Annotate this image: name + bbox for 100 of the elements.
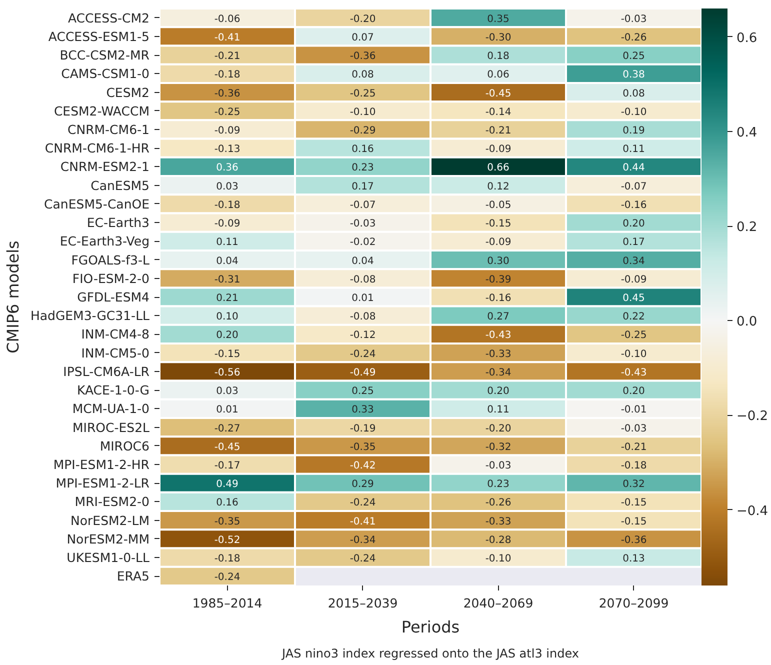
data-label: -0.24 [350, 554, 376, 565]
data-label: -0.45 [485, 88, 512, 100]
x-axis-title: Periods [401, 618, 460, 636]
data-label: -0.56 [214, 367, 240, 378]
data-label: 0.45 [622, 293, 645, 304]
y-tick-label: FGOALS-f3-L [71, 252, 150, 268]
data-label: -0.16 [620, 200, 647, 211]
data-label: -0.10 [350, 106, 376, 118]
data-label: -0.05 [485, 200, 512, 211]
data-label: 0.25 [352, 386, 374, 398]
data-label: 0.44 [622, 162, 645, 174]
data-label: -0.15 [214, 348, 240, 360]
data-label: -0.41 [350, 516, 376, 528]
data-label: -0.25 [214, 106, 240, 118]
data-label: -0.14 [485, 106, 512, 118]
color-bar-label: −0.2 [736, 409, 768, 424]
data-label: -0.33 [485, 348, 512, 360]
data-label: -0.28 [485, 534, 512, 546]
data-label: -0.21 [620, 442, 647, 453]
y-tick-label: MRI-ESM2-0 [74, 494, 150, 510]
data-label: 0.11 [487, 404, 510, 416]
data-label: 0.19 [622, 125, 645, 136]
data-label: 0.06 [487, 70, 510, 81]
y-tick-label: ACCESS-CM2 [68, 10, 150, 26]
y-tick-label: INM-CM5-0 [81, 345, 150, 360]
data-label: -0.10 [485, 554, 512, 565]
data-label: 0.20 [622, 386, 645, 398]
data-label: 0.04 [216, 256, 238, 267]
y-tick-label: CESM2-WACCM [54, 103, 150, 118]
y-tick-label: CNRM-ESM2-1 [60, 159, 150, 174]
data-label: 0.22 [622, 312, 645, 323]
x-tick-label: 2015–2039 [328, 596, 398, 610]
data-label: -0.10 [620, 106, 647, 118]
color-bar-label: 0.4 [736, 125, 758, 140]
data-label: -0.15 [620, 498, 647, 509]
data-label: -0.43 [485, 330, 512, 342]
data-label: 0.21 [216, 293, 238, 304]
data-label: -0.26 [485, 498, 512, 509]
y-tick-label: CanESM5-CanOE [44, 196, 150, 212]
data-label: -0.24 [350, 498, 376, 509]
y-tick-label: NorESM2-MM [66, 531, 150, 546]
data-label: -0.18 [620, 460, 647, 472]
data-label: 0.34 [622, 256, 645, 267]
y-tick-label: INM-CM4-8 [81, 326, 150, 342]
data-label: -0.36 [620, 534, 647, 546]
y-tick-label: KACE-1-0-G [76, 382, 150, 398]
data-label: 0.08 [622, 88, 645, 100]
data-label: -0.09 [485, 237, 512, 248]
data-label: -0.34 [485, 367, 512, 378]
text: JAS nino3 index regressed onto the JAS atl3 index [281, 646, 579, 660]
y-tick-label: EC-Earth3-Veg [60, 234, 150, 249]
data-label: 0.17 [352, 181, 374, 192]
data-label: -0.01 [620, 404, 647, 416]
data-label: -0.19 [350, 423, 376, 434]
data-label: -0.15 [485, 218, 512, 230]
y-tick-label: BCC-CSM2-MR [60, 48, 150, 63]
data-label: -0.25 [620, 330, 647, 342]
data-label: -0.16 [485, 293, 512, 304]
data-label: -0.35 [350, 442, 376, 453]
data-label: -0.06 [214, 14, 240, 25]
y-tick-label: MPI-ESM1-2-HR [53, 457, 150, 472]
data-label: 0.66 [487, 162, 510, 174]
data-label: -0.29 [350, 125, 376, 136]
data-label: -0.03 [350, 218, 376, 230]
y-tick-label: MCM-UA-1-0 [72, 401, 150, 416]
data-label: -0.21 [485, 125, 512, 136]
data-label: -0.26 [620, 32, 647, 44]
data-label: -0.03 [620, 423, 647, 434]
data-label: 0.07 [352, 32, 374, 44]
data-label: 0.03 [216, 386, 238, 398]
data-label: -0.12 [350, 330, 376, 342]
data-label: -0.07 [350, 200, 376, 211]
data-label: 0.38 [622, 70, 645, 81]
data-label: 0.30 [487, 256, 510, 267]
data-label: 0.25 [622, 51, 645, 62]
data-label: -0.32 [485, 442, 512, 453]
x-tick-label: 1985–2014 [192, 596, 262, 610]
data-label: 0.08 [352, 70, 374, 81]
y-tick-label: FIO-ESM-2-0 [72, 270, 150, 286]
data-label: -0.18 [214, 200, 240, 211]
data-label: 0.35 [487, 14, 510, 25]
data-label: 0.11 [622, 144, 645, 156]
data-label: 0.36 [216, 162, 238, 174]
data-label: -0.36 [350, 51, 376, 62]
y-tick-label: CAMS-CSM1-0 [61, 66, 150, 82]
data-label: 0.29 [352, 479, 374, 490]
y-tick-label: UKESM1-0-LL [66, 550, 150, 566]
data-label: -0.39 [485, 274, 512, 286]
data-label: -0.43 [620, 367, 647, 378]
data-label: 0.11 [216, 237, 238, 248]
data-label: 0.49 [216, 479, 238, 490]
data-label: -0.25 [350, 88, 376, 100]
y-tick-label: GFDL-ESM4 [77, 290, 150, 304]
data-label: 0.18 [487, 51, 510, 62]
data-label: 0.04 [352, 256, 374, 267]
data-label: 0.10 [216, 312, 238, 323]
data-label: 0.01 [352, 293, 374, 304]
data-label: 0.16 [352, 144, 374, 156]
x-tick-label: 2040–2069 [463, 596, 534, 610]
data-label: 0.27 [487, 312, 510, 323]
